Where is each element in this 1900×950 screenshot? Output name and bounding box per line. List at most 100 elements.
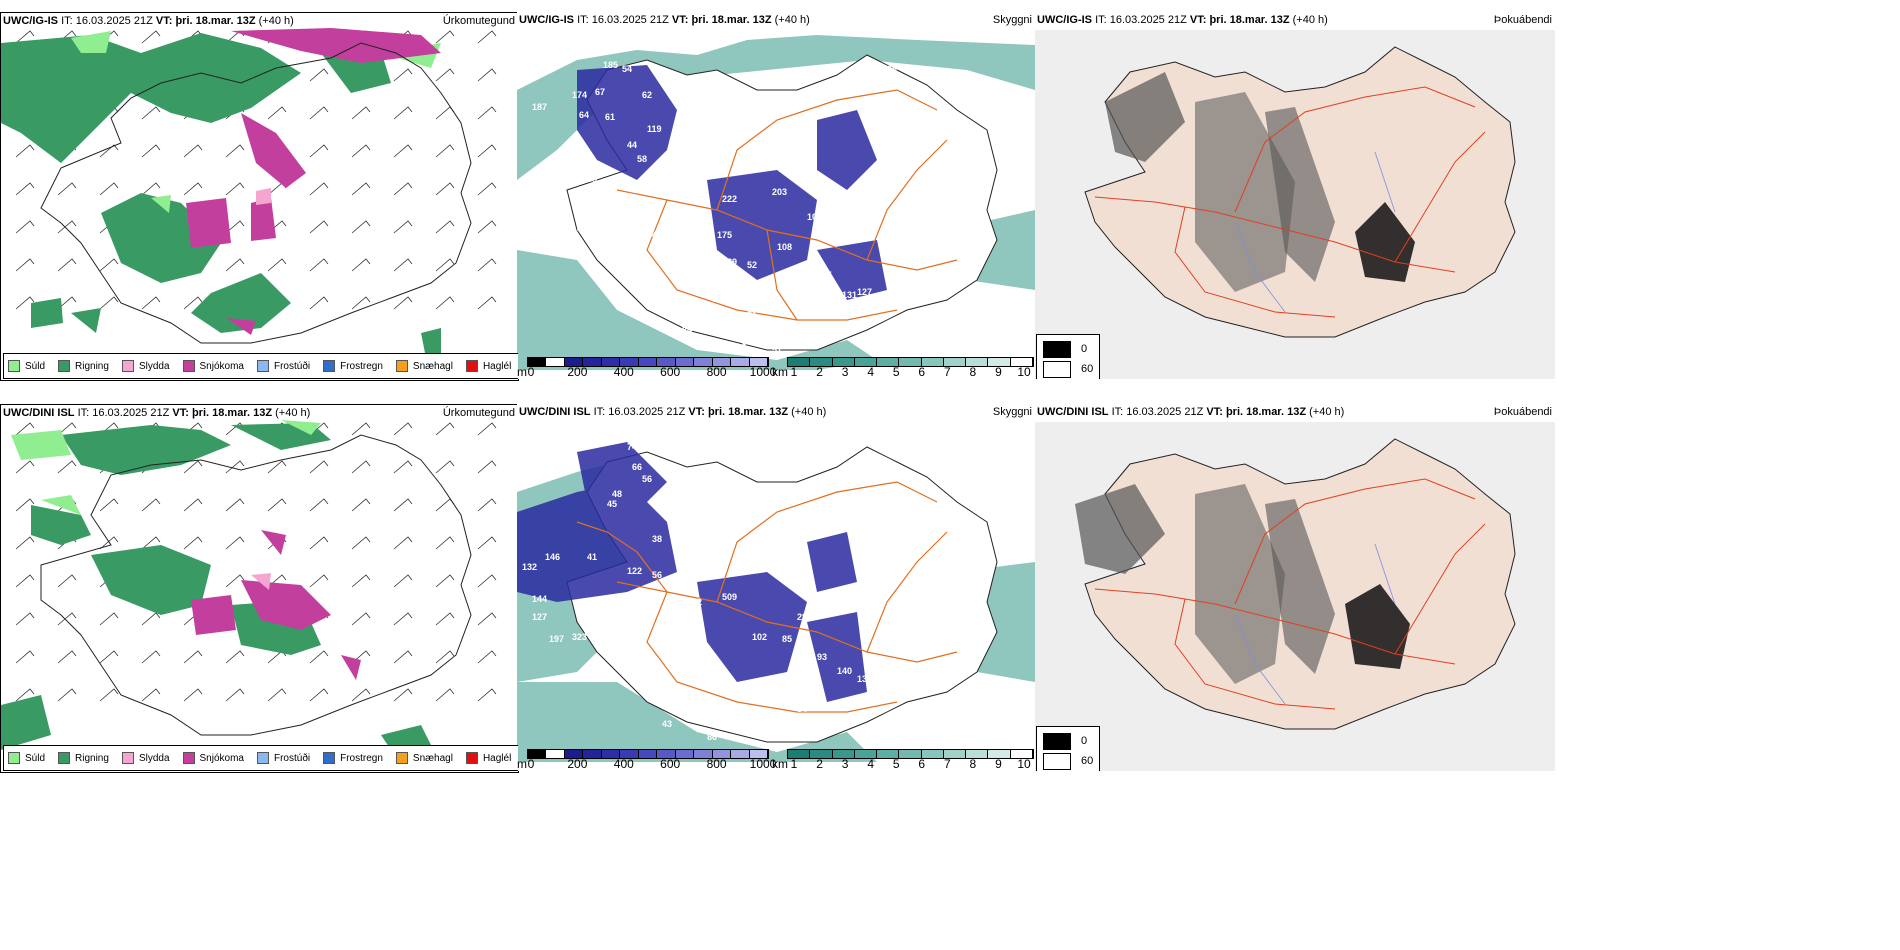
height-visibility-areas [577, 65, 887, 300]
river-and-roads [1094, 86, 1486, 318]
panel-header: UWC/IG-IS IT: 16.03.2025 21Z VT: þri. 18… [1037, 14, 1328, 26]
sleet-areas [256, 188, 271, 205]
wind-barb [477, 182, 497, 196]
elevation-label: 199 [859, 64, 874, 74]
wind-barb [57, 296, 77, 310]
colorbar-tick-label: 600 [660, 757, 681, 771]
wind-barb [15, 30, 35, 44]
elevation-label: 323 [572, 632, 587, 642]
wind-barb [309, 106, 329, 120]
wind-barb [225, 574, 245, 588]
panel-header: UWC/IG-IS IT: 16.03.2025 21Z VT: þri. 18… [519, 14, 810, 26]
wind-barb [15, 574, 35, 588]
wind-barb [477, 422, 497, 436]
wind-barb [435, 144, 455, 158]
wind-barb [141, 144, 161, 158]
elevation-label: 93 [717, 666, 727, 676]
wind-barb [15, 182, 35, 196]
colorbar-tick-label: 600 [660, 365, 681, 379]
wind-barb [183, 688, 203, 702]
wind-barb [57, 460, 77, 474]
wind-barb [351, 688, 371, 702]
wind-barb [225, 144, 245, 158]
wind-barb [141, 30, 161, 44]
elevation-label: 101 [807, 212, 822, 222]
elevation-label: 54 [667, 600, 677, 610]
panel-title: Þokuábendi [1493, 14, 1552, 26]
wind-barb [141, 182, 161, 196]
wind-barb [435, 258, 455, 272]
wind-barb [225, 650, 245, 664]
visibility-colorbar: km 1 2 3 4 5 6 7 8 9 10 [772, 749, 1034, 771]
colorbar-tick-label: 10 [1017, 365, 1031, 379]
wind-barb [15, 258, 35, 272]
elevation-label: 45 [607, 499, 617, 509]
wind-barb [435, 460, 455, 474]
visibility-colorbar-strip [787, 357, 1034, 367]
wind-barb [351, 144, 371, 158]
colorbar-tick-label: 1 [790, 365, 798, 379]
elevation-label: 55 [665, 612, 675, 622]
legend-item: Rigning [58, 360, 109, 372]
colorbar-tick-label: 2 [816, 757, 823, 771]
wind-barb [225, 460, 245, 474]
colorbar-tick-label: 800 [706, 757, 727, 771]
elevation-label: 38 [652, 534, 662, 544]
fog-darkness [1075, 484, 1410, 684]
elevation-label: 85 [782, 634, 792, 644]
elevation-label: 52 [692, 597, 702, 607]
height-colorbar-strip [527, 749, 769, 759]
elevation-label: 102 [752, 632, 767, 642]
wind-barb [99, 498, 119, 512]
wind-barb [351, 220, 371, 234]
wind-barb [57, 182, 77, 196]
wind-barb [57, 612, 77, 626]
road-network [616, 89, 958, 321]
elevation-label: 41 [587, 552, 597, 562]
elevation-label: 89 [727, 257, 737, 267]
elevation-label: 71 [747, 310, 757, 320]
elevation-label: 127 [857, 287, 872, 297]
colorbar-tick-label: 1000 [749, 365, 777, 379]
rain-areas [1, 33, 441, 358]
wind-barb [309, 258, 329, 272]
elevation-label: 56 [642, 474, 652, 484]
elevation-label: 106 [807, 300, 822, 310]
legend-item: Frostúði [256, 752, 310, 764]
wind-barb [477, 498, 497, 512]
wind-barb [225, 688, 245, 702]
elevation-label: 84 [682, 325, 692, 335]
elevation-label: 174 [572, 90, 587, 100]
wind-barb [267, 498, 287, 512]
colorbar-tick-label: 7 [943, 365, 951, 379]
wind-barb [351, 258, 371, 272]
colorbar-tick-label: 6 [918, 757, 926, 771]
colorbar-tick-label: 5 [892, 757, 900, 771]
wind-barb [435, 536, 455, 550]
wind-barb [393, 422, 413, 436]
wind-barb [477, 144, 497, 158]
height-visibility-areas [517, 442, 867, 702]
wind-barb [477, 220, 497, 234]
elevation-label: 140 [837, 666, 852, 676]
colorbar-tick-label: 7 [943, 757, 951, 771]
colorbar-tick-label: 3 [841, 365, 849, 379]
visibility-unit: km [772, 757, 788, 771]
wind-barb [57, 422, 77, 436]
wind-barb [477, 106, 497, 120]
wind-barb [225, 536, 245, 550]
wind-barb [183, 460, 203, 474]
elevation-label: 55 [667, 694, 677, 704]
elevation-label: 108 [777, 242, 792, 252]
elevation-label: 48 [612, 489, 622, 499]
wind-barb [477, 68, 497, 82]
legend-item: Snæhagl [395, 360, 453, 372]
colorbar-tick-label: 200 [567, 757, 588, 771]
wind-barb [141, 106, 161, 120]
wind-barb [477, 688, 497, 702]
legend-item: Slydda [121, 360, 170, 372]
elevation-label: 132 [522, 562, 537, 572]
wind-barb [477, 460, 497, 474]
elevation-label: 509 [722, 592, 737, 602]
